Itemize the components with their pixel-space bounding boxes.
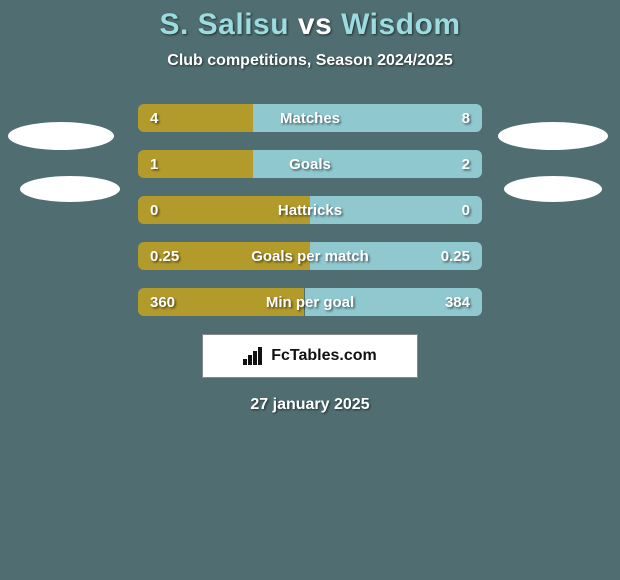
decorative-ellipse bbox=[8, 122, 114, 150]
snapshot-date: 27 january 2025 bbox=[0, 396, 620, 414]
stat-bar-left bbox=[138, 150, 253, 178]
season-subtitle: Club competitions, Season 2024/2025 bbox=[0, 52, 620, 70]
player1-name: S. Salisu bbox=[159, 8, 289, 41]
brand-text: FcTables.com bbox=[271, 347, 377, 365]
stat-bar-left bbox=[138, 242, 310, 270]
player2-name: Wisdom bbox=[341, 8, 460, 41]
stat-bar-track bbox=[138, 104, 482, 132]
decorative-ellipse bbox=[504, 176, 602, 202]
stat-bar-track bbox=[138, 196, 482, 224]
stat-bar-track bbox=[138, 242, 482, 270]
stat-bar-left bbox=[138, 288, 304, 316]
stat-row: 360384Min per goal bbox=[138, 288, 482, 316]
decorative-ellipse bbox=[498, 122, 608, 150]
stat-bar-right bbox=[253, 150, 482, 178]
vs-separator: vs bbox=[298, 8, 332, 41]
stat-row: 0.250.25Goals per match bbox=[138, 242, 482, 270]
stat-bar-track bbox=[138, 150, 482, 178]
stat-bar-left bbox=[138, 104, 253, 132]
stat-bar-left bbox=[138, 196, 310, 224]
stat-bar-right bbox=[305, 288, 483, 316]
stat-row: 00Hattricks bbox=[138, 196, 482, 224]
stat-row: 12Goals bbox=[138, 150, 482, 178]
decorative-ellipse bbox=[20, 176, 120, 202]
bar-chart-icon bbox=[243, 347, 265, 365]
comparison-title: S. Salisu vs Wisdom bbox=[0, 8, 620, 42]
stat-bar-right bbox=[253, 104, 482, 132]
stat-bar-right bbox=[310, 196, 482, 224]
stat-bar-right bbox=[310, 242, 482, 270]
stat-bar-track bbox=[138, 288, 482, 316]
brand-box: FcTables.com bbox=[202, 334, 418, 378]
stat-row: 48Matches bbox=[138, 104, 482, 132]
